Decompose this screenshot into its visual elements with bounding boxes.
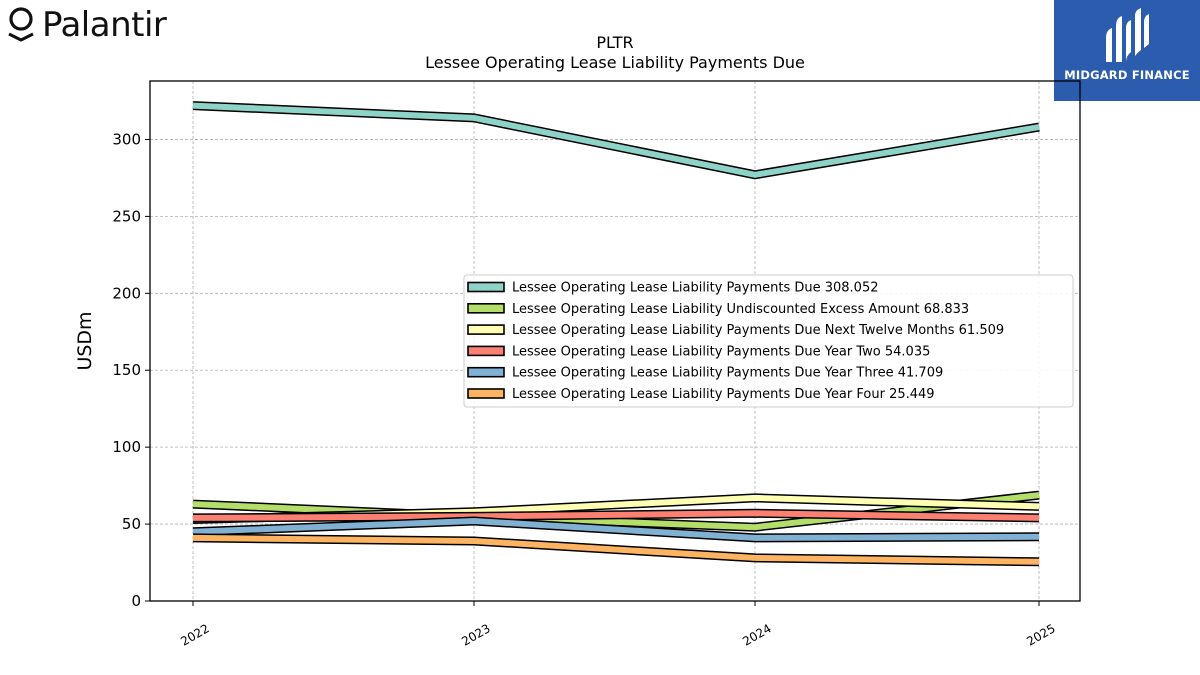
x-tick-label: 2023 — [459, 621, 492, 648]
palantir-logo: Palantir — [6, 5, 167, 45]
series-line-0 — [192, 101, 1040, 180]
y-tick-label: 250 — [112, 207, 141, 225]
series-line-3 — [192, 508, 1040, 523]
legend: Lessee Operating Lease Liability Payment… — [463, 274, 1074, 408]
legend-swatch — [467, 388, 505, 399]
series-line-fill — [192, 534, 1040, 565]
y-tick-label: 300 — [112, 130, 141, 148]
x-tick-label: 2024 — [740, 621, 773, 648]
palantir-logo-text: Palantir — [42, 5, 167, 45]
y-tick-label: 100 — [112, 438, 141, 456]
y-tick-label: 200 — [112, 284, 141, 302]
y-tick-label: 150 — [112, 361, 141, 379]
legend-entry-label: Lessee Operating Lease Liability Undisco… — [512, 302, 969, 317]
midgard-finance-logo: MIDGARD FINANCE — [1054, 0, 1200, 101]
midgard-logo-text: MIDGARD FINANCE — [1064, 68, 1190, 82]
legend-swatch — [467, 345, 505, 357]
series-line-4 — [192, 516, 1040, 543]
chart-subtitle: Lessee Operating Lease Liability Payment… — [425, 53, 805, 72]
plot-frame — [149, 80, 1081, 602]
legend-entry-label: Lessee Operating Lease Liability Payment… — [512, 281, 878, 296]
legend-swatch — [467, 281, 505, 293]
legend-box — [463, 274, 1074, 408]
legend-entry-label: Lessee Operating Lease Liability Payment… — [512, 344, 930, 359]
y-tick-label: 50 — [122, 515, 141, 533]
x-tick-label: 2025 — [1024, 621, 1057, 648]
series-line-5 — [192, 533, 1040, 567]
palantir-mark-icon — [8, 7, 34, 42]
series-line-fill — [192, 517, 1040, 541]
legend-swatch — [467, 324, 505, 335]
legend-entry-label: Lessee Operating Lease Liability Payment… — [512, 323, 1004, 338]
y-tick-label: 0 — [131, 592, 141, 610]
legend-entry-label: Lessee Operating Lease Liability Payment… — [512, 366, 943, 381]
midgard-mark-icon — [1106, 8, 1149, 62]
series-line-outline — [192, 101, 1040, 180]
y-axis-label: USDm — [74, 311, 96, 370]
series-line-fill — [192, 510, 1040, 521]
chart-title: PLTR — [596, 33, 633, 52]
legend-entry-label: Lessee Operating Lease Liability Payment… — [512, 387, 935, 402]
legend-swatch — [467, 302, 505, 314]
legend-swatch — [467, 366, 505, 378]
series-line-fill — [192, 102, 1040, 178]
series-lines — [192, 101, 1040, 567]
x-tick-label: 2022 — [178, 621, 211, 648]
